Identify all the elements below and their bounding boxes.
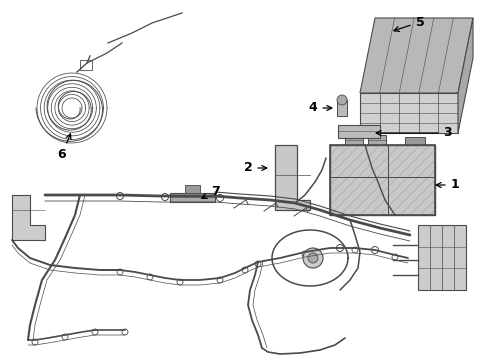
Text: 5: 5 — [393, 15, 424, 31]
Text: 4: 4 — [308, 102, 331, 114]
Polygon shape — [12, 195, 45, 240]
Polygon shape — [367, 135, 385, 145]
Polygon shape — [404, 137, 424, 145]
Text: 3: 3 — [375, 126, 451, 139]
Text: 1: 1 — [435, 179, 458, 192]
Polygon shape — [345, 135, 362, 145]
Polygon shape — [274, 145, 309, 210]
Circle shape — [307, 253, 317, 263]
Text: 2: 2 — [243, 162, 266, 175]
Text: 6: 6 — [58, 134, 71, 162]
Polygon shape — [329, 145, 434, 215]
Polygon shape — [457, 18, 472, 133]
Polygon shape — [337, 125, 379, 138]
Polygon shape — [359, 93, 457, 133]
Polygon shape — [184, 185, 200, 193]
Polygon shape — [417, 225, 465, 290]
Bar — [336, 100, 346, 116]
Text: 7: 7 — [202, 185, 219, 198]
Polygon shape — [170, 193, 215, 202]
Polygon shape — [359, 18, 472, 93]
Circle shape — [336, 95, 346, 105]
Circle shape — [303, 248, 323, 268]
